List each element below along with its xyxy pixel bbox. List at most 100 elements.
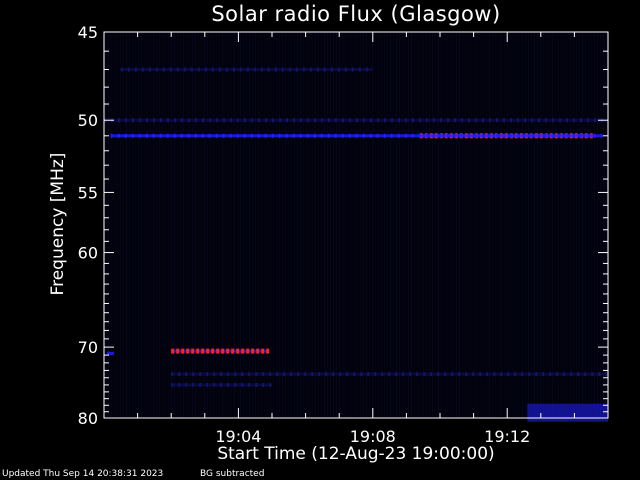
background-streak bbox=[231, 33, 232, 417]
background-streak bbox=[300, 33, 301, 417]
x-axis: 19:04 19:08 19:12 bbox=[137, 32, 575, 446]
background-streak bbox=[360, 33, 361, 417]
emission-dot bbox=[514, 372, 517, 377]
background-streak bbox=[564, 33, 565, 417]
emission-dot bbox=[124, 133, 127, 138]
background-streak bbox=[183, 33, 184, 417]
emission-dot bbox=[335, 118, 337, 123]
background-streak bbox=[351, 33, 352, 417]
emission-dot bbox=[419, 118, 421, 123]
background-streak bbox=[438, 33, 439, 417]
y-axis: 45 50 55 60 70 80 bbox=[78, 23, 608, 428]
emission-dot bbox=[258, 118, 260, 123]
background-streak bbox=[108, 33, 109, 417]
emission-dot bbox=[309, 67, 312, 72]
emission-dot bbox=[565, 133, 568, 138]
background-streak bbox=[396, 33, 397, 417]
background-streak bbox=[240, 33, 241, 417]
background-streak bbox=[414, 33, 415, 417]
emission-dot bbox=[213, 372, 216, 377]
emission-dot bbox=[107, 351, 110, 356]
emission-dot bbox=[131, 133, 134, 138]
emission-peak bbox=[176, 348, 180, 354]
emission-dot bbox=[222, 133, 225, 138]
emission-dot bbox=[220, 382, 223, 387]
emission-dot bbox=[250, 133, 253, 138]
emission-dot bbox=[351, 67, 354, 72]
emission-dot bbox=[337, 67, 340, 72]
emission-dot bbox=[239, 67, 242, 72]
emission-dot bbox=[208, 133, 211, 138]
emission-dot bbox=[482, 118, 484, 123]
background-streak bbox=[363, 33, 364, 417]
emission-dot bbox=[332, 372, 335, 377]
emission-dot bbox=[316, 67, 319, 72]
background-streak bbox=[297, 33, 298, 417]
emission-dot bbox=[118, 118, 120, 123]
background-streak bbox=[483, 33, 484, 417]
emission-dot bbox=[160, 118, 162, 123]
emission-dot bbox=[444, 372, 447, 377]
emission-dot bbox=[358, 67, 361, 72]
emission-dot bbox=[353, 372, 356, 377]
emission-dot bbox=[365, 67, 368, 72]
emission-peak bbox=[226, 348, 230, 354]
plot-frame bbox=[103, 31, 609, 419]
emission-dot bbox=[495, 133, 498, 138]
emission-dot bbox=[479, 372, 482, 377]
background-streak bbox=[588, 33, 589, 417]
emission-dot bbox=[398, 118, 400, 123]
background-streak bbox=[417, 33, 418, 417]
emission-dot bbox=[248, 382, 251, 387]
emission-dot bbox=[318, 372, 321, 377]
emission-dot bbox=[302, 67, 305, 72]
background-streak bbox=[258, 33, 259, 417]
background-streak bbox=[120, 33, 121, 417]
background-streak bbox=[468, 33, 469, 417]
background-streak bbox=[591, 33, 592, 417]
emission-dot bbox=[593, 133, 596, 138]
emission-dot bbox=[381, 372, 384, 377]
emission-dot bbox=[125, 118, 127, 123]
emission-dot bbox=[127, 67, 130, 72]
background-streak bbox=[291, 33, 292, 417]
emission-dot bbox=[521, 372, 524, 377]
emission-dot bbox=[328, 118, 330, 123]
emission-dot bbox=[297, 372, 300, 377]
emission-dot bbox=[390, 133, 393, 138]
emission-dot bbox=[178, 382, 181, 387]
emission-dot bbox=[202, 118, 204, 123]
emission-dot bbox=[502, 133, 505, 138]
emission-dot bbox=[556, 372, 559, 377]
emission-dot bbox=[405, 118, 407, 123]
emission-dot bbox=[397, 133, 400, 138]
background-streak bbox=[150, 33, 151, 417]
emission-dot bbox=[517, 118, 519, 123]
background-streak bbox=[543, 33, 544, 417]
emission-band bbox=[107, 352, 115, 356]
background-streak bbox=[498, 33, 499, 417]
background-streak bbox=[540, 33, 541, 417]
emission-dot bbox=[377, 118, 379, 123]
background-streak bbox=[156, 33, 157, 417]
emission-dot bbox=[558, 133, 561, 138]
emission-dot bbox=[370, 118, 372, 123]
emission-dot bbox=[299, 133, 302, 138]
background-streak bbox=[558, 33, 559, 417]
background-streak bbox=[270, 33, 271, 417]
emission-dot bbox=[248, 372, 251, 377]
emission-dot bbox=[500, 372, 503, 377]
emission-dot bbox=[446, 133, 449, 138]
emission-dot bbox=[384, 118, 386, 123]
emission-dot bbox=[181, 118, 183, 123]
background-streak bbox=[195, 33, 196, 417]
emission-dot bbox=[255, 372, 258, 377]
emission-dot bbox=[330, 67, 333, 72]
emission-dot bbox=[199, 382, 202, 387]
emission-dot bbox=[472, 372, 475, 377]
emission-dot bbox=[493, 372, 496, 377]
emission-dot bbox=[356, 118, 358, 123]
emission-dot bbox=[185, 382, 188, 387]
background-streak bbox=[261, 33, 262, 417]
emission-dot bbox=[192, 372, 195, 377]
